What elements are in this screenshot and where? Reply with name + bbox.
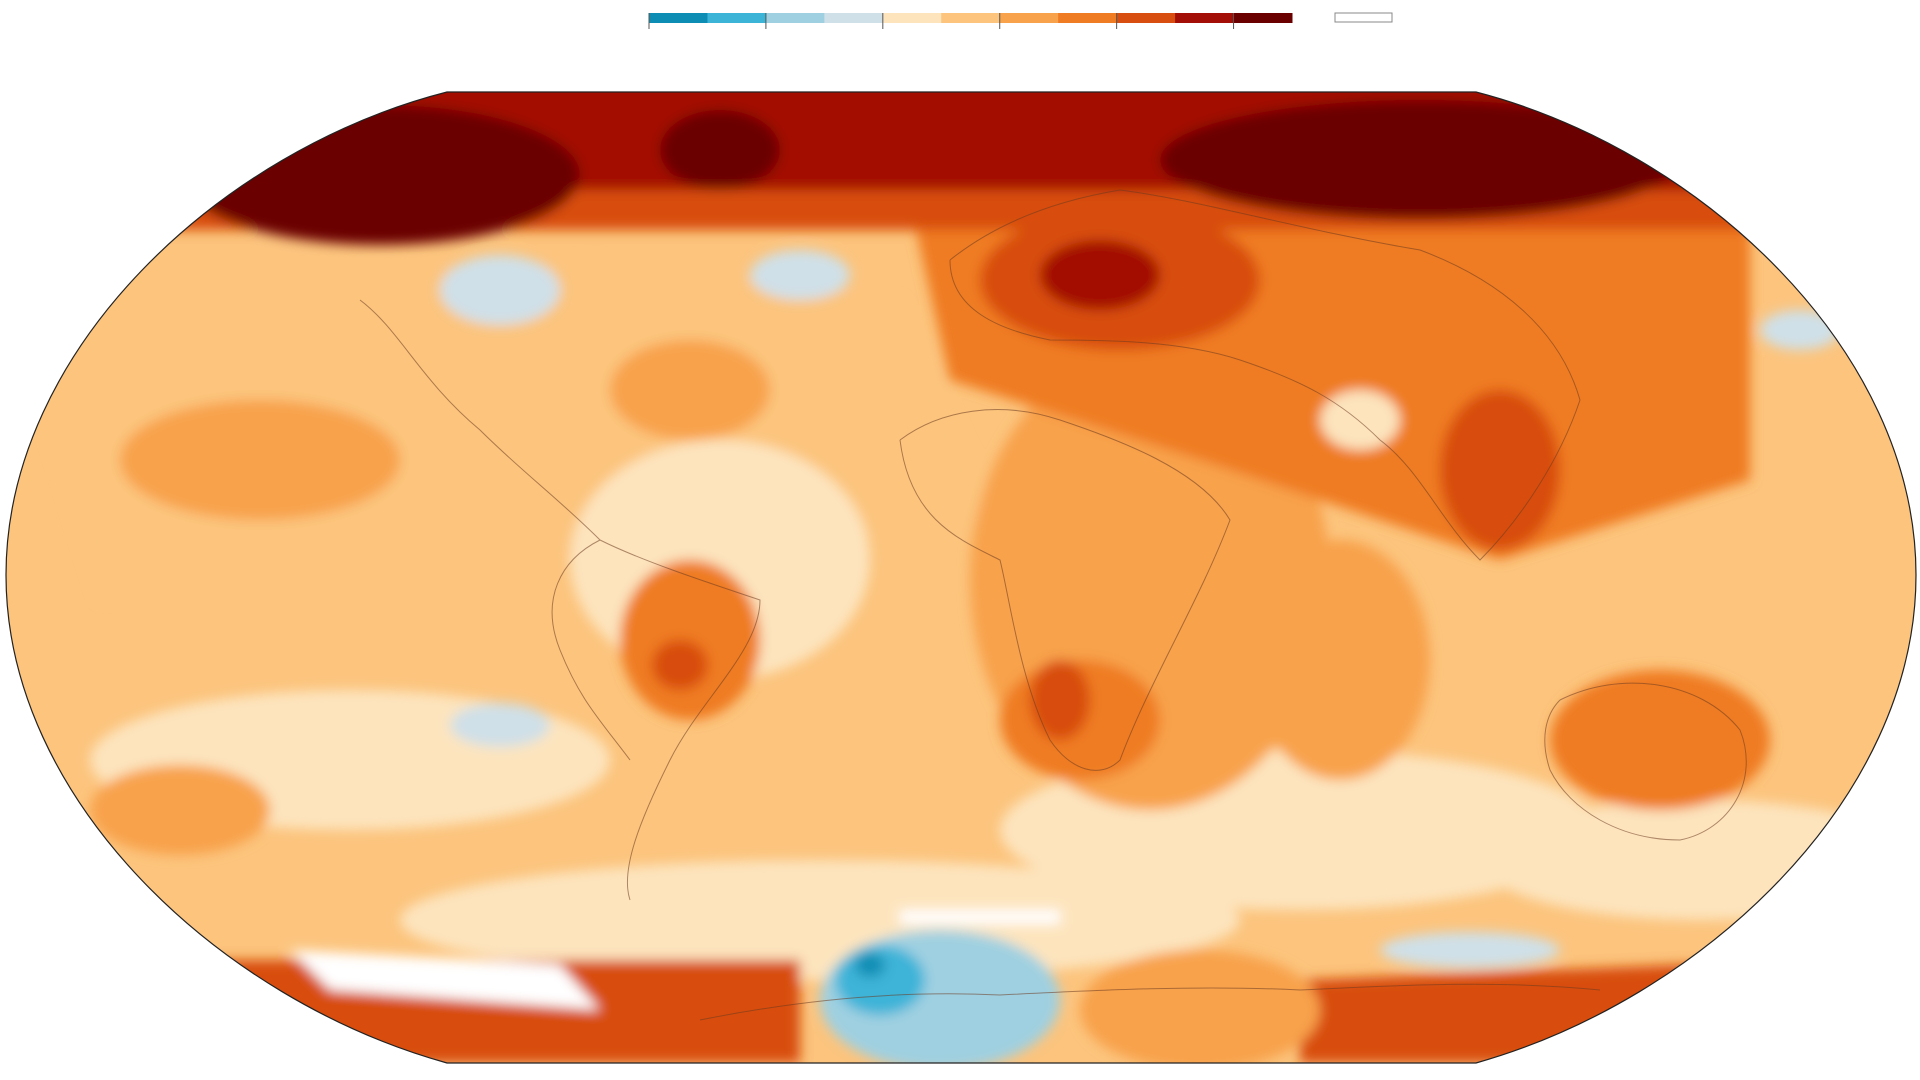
legend-swatch (882, 13, 942, 23)
legend-swatch (999, 13, 1059, 23)
legend-swatch (707, 13, 767, 23)
coastlines (359, 189, 1747, 1021)
legend-swatch (649, 13, 708, 23)
legend-no-data (1334, 12, 1393, 23)
legend-swatch (1175, 13, 1235, 23)
map-outline (5, 91, 1917, 1064)
legend-swatch (824, 13, 884, 23)
legend-swatch (1116, 13, 1176, 23)
legend-swatch (765, 13, 825, 23)
legend-swatch (941, 13, 1001, 23)
legend-swatch (1058, 13, 1118, 23)
legend-swatch (1233, 13, 1293, 23)
anomaly-map (6, 92, 1916, 1063)
legend (648, 12, 1393, 29)
anomaly-patches (6, 92, 1916, 1063)
